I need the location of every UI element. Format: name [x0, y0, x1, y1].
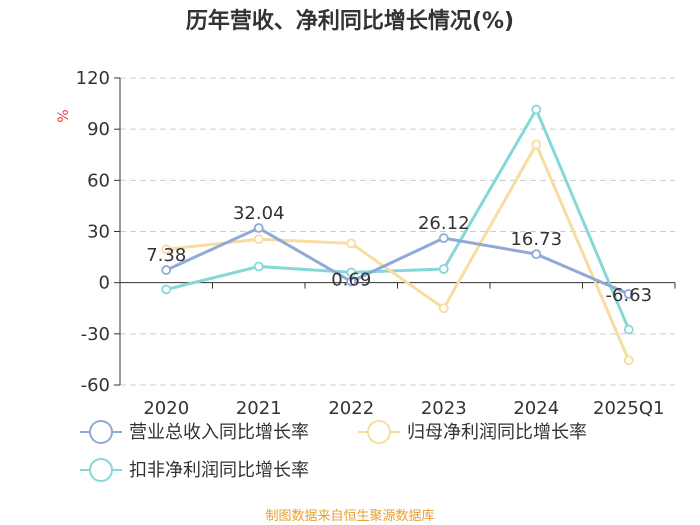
- legend-marker: [89, 458, 113, 482]
- data-label: 32.04: [233, 203, 285, 224]
- data-label: 26.12: [418, 213, 470, 234]
- series-lines: [161, 104, 634, 366]
- legend-label: 营业总收入同比增长率: [129, 422, 309, 443]
- source-note: 制图数据来自恒生聚源数据库: [265, 508, 434, 524]
- data-point: [623, 289, 634, 299]
- series-line: [166, 143, 631, 361]
- data-point: [253, 234, 264, 245]
- data-point: [438, 303, 449, 314]
- data-point: [531, 249, 542, 260]
- axes: -60 -30 0 30 60 90 120 2020 2021 2022 2023 2024 2025…: [76, 68, 676, 419]
- data-point: [161, 244, 172, 255]
- data-label: 7.38: [146, 245, 186, 266]
- data-label: 0.69: [331, 269, 371, 290]
- data-point: [346, 276, 357, 287]
- data-point: [531, 139, 542, 150]
- data-point: [623, 355, 634, 366]
- data-point: [346, 267, 357, 278]
- x-tick-label: 2021: [236, 398, 282, 419]
- y-tick-label: 0: [99, 273, 110, 294]
- data-point: [161, 265, 172, 275]
- legend-marker: [89, 420, 113, 444]
- data-point: [438, 264, 449, 274]
- y-tick-label: 60: [87, 170, 110, 191]
- grid-lines: [120, 77, 675, 386]
- x-tick-label: 2025Q1: [593, 398, 664, 419]
- data-point: [161, 284, 172, 295]
- data-point: [253, 261, 264, 272]
- legend-label: 归母净利润同比增长率: [407, 422, 587, 443]
- series-line: [165, 108, 631, 331]
- data-label: 16.73: [510, 229, 562, 250]
- y-tick-label: -30: [81, 324, 110, 345]
- data-point: [623, 324, 634, 335]
- data-point: [346, 238, 357, 249]
- legend-marker: [367, 420, 391, 444]
- data-point: [438, 233, 449, 244]
- x-tick-label: 2023: [421, 398, 467, 419]
- y-tick-label: 120: [76, 68, 110, 89]
- y-tick-label: -60: [81, 375, 110, 396]
- data-label: -6.63: [605, 285, 652, 306]
- y-tick-label: 90: [87, 119, 110, 140]
- chart-title: 历年营收、净利同比增长情况(%): [186, 8, 514, 34]
- data-labels: 7.38 32.04 0.69 26.12 16.73 -6.63: [146, 203, 652, 306]
- data-point: [531, 104, 542, 115]
- data-point: [253, 223, 264, 233]
- x-tick-label: 2022: [328, 398, 374, 419]
- y-axis-unit-label: %: [56, 109, 72, 122]
- x-tick-label: 2020: [143, 398, 189, 419]
- x-tick-label: 2024: [513, 398, 559, 419]
- series-line: [165, 226, 630, 296]
- legend-label: 扣非净利润同比增长率: [129, 460, 309, 481]
- y-tick-label: 30: [87, 222, 110, 243]
